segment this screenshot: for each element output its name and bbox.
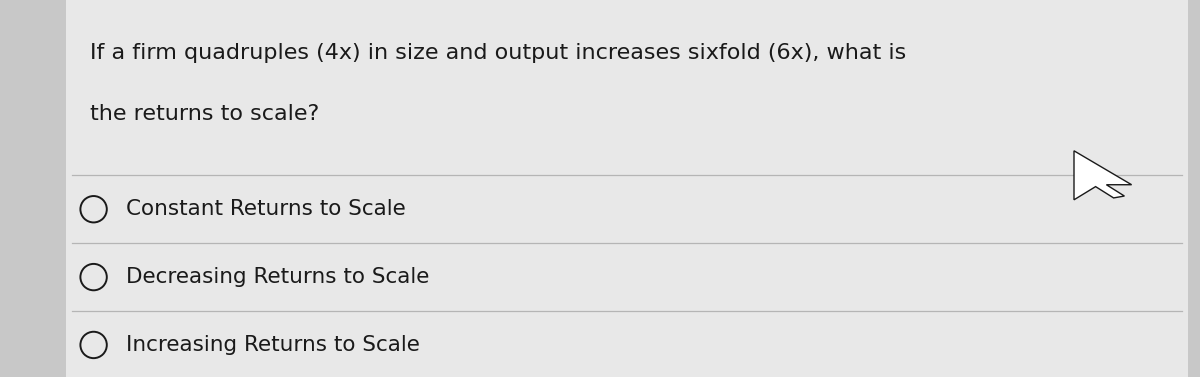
Text: Decreasing Returns to Scale: Decreasing Returns to Scale (126, 267, 430, 287)
Text: Constant Returns to Scale: Constant Returns to Scale (126, 199, 406, 219)
Polygon shape (1074, 151, 1132, 200)
Text: the returns to scale?: the returns to scale? (90, 104, 319, 124)
Text: Increasing Returns to Scale: Increasing Returns to Scale (126, 335, 420, 355)
Text: If a firm quadruples (4x) in size and output increases sixfold (6x), what is: If a firm quadruples (4x) in size and ou… (90, 43, 906, 63)
Bar (0, 0, 66, 377)
Bar (1188, 0, 1200, 377)
